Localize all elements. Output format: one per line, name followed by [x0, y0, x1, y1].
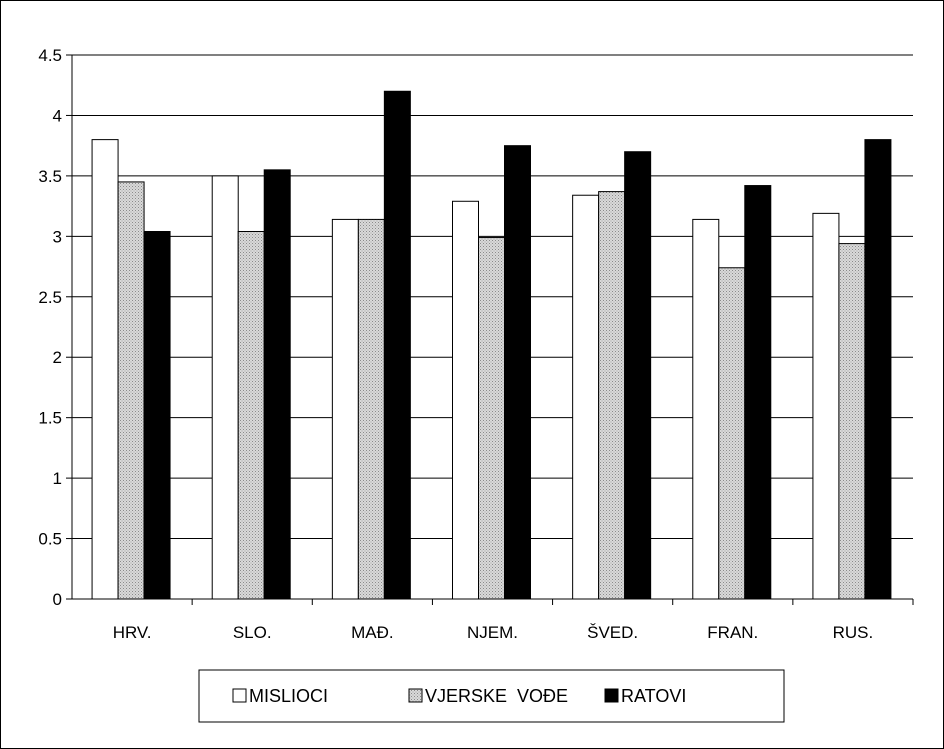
bar-vjerske-vo-e-2 [357, 218, 385, 600]
x-tick-label: RUS. [833, 623, 874, 642]
legend-label: RATOVI [621, 686, 686, 706]
bar-ratovi-3 [504, 145, 531, 600]
y-tick-label: 4.5 [38, 46, 62, 65]
bar-ratovi-0 [143, 230, 171, 600]
x-tick-label: MAĐ. [351, 623, 394, 642]
bar-mislioci-2 [331, 218, 359, 600]
bar-ratovi-5 [744, 185, 772, 600]
legend-swatch [408, 688, 423, 703]
y-tick-label: 3.5 [38, 167, 62, 186]
y-tick-label: 3 [53, 227, 62, 246]
bar-mislioci-3 [452, 200, 479, 600]
bar-mislioci-5 [692, 218, 720, 600]
legend-swatch [604, 688, 619, 703]
x-tick-label: HRV. [113, 623, 152, 642]
x-tick-label: ŠVED. [587, 623, 638, 642]
bar-vjerske-vo-e-5 [718, 267, 746, 600]
bar-vjerske-vo-e-4 [598, 191, 626, 600]
bar-mislioci-1 [211, 175, 239, 600]
bar-ratovi-6 [864, 139, 892, 600]
x-tick-label: NJEM. [467, 623, 518, 642]
bar-ratovi-4 [624, 151, 652, 600]
y-tick-label: 0 [53, 590, 62, 609]
legend-label: VJERSKE VOĐE [425, 686, 568, 706]
y-tick-label: 4 [53, 106, 62, 125]
bar-vjerske-vo-e-1 [237, 230, 265, 600]
bar-vjerske-vo-e-3 [478, 237, 505, 600]
bar-ratovi-2 [383, 90, 411, 600]
x-tick-label: SLO. [233, 623, 272, 642]
legend-box [198, 669, 785, 723]
legend: MISLIOCI VJERSKE VOĐE RATOVI [198, 669, 785, 723]
bar-mislioci-4 [572, 194, 600, 600]
legend-swatch [232, 688, 247, 703]
bar-vjerske-vo-e-0 [117, 181, 145, 600]
y-tick-label: 1.5 [38, 409, 62, 428]
y-tick-label: 1 [53, 469, 62, 488]
y-tick-label: 2.5 [38, 288, 62, 307]
y-tick-label: 2 [53, 348, 62, 367]
bar-ratovi-1 [263, 169, 291, 600]
legend-label: MISLIOCI [249, 686, 328, 706]
bar-mislioci-0 [91, 139, 119, 600]
bar-vjerske-vo-e-6 [838, 243, 866, 600]
x-tick-label: FRAN. [707, 623, 758, 642]
y-tick-label: 0.5 [38, 530, 62, 549]
bar-mislioci-6 [812, 212, 840, 600]
bars [91, 90, 892, 600]
y-tick-labels: 0 0.5 1 1.5 2 2.5 3 3.5 4 4.5 [38, 46, 62, 609]
x-tick-labels: HRV. SLO. MAĐ. NJEM. ŠVED. FRAN. RUS. [113, 623, 874, 642]
axes [66, 54, 914, 605]
